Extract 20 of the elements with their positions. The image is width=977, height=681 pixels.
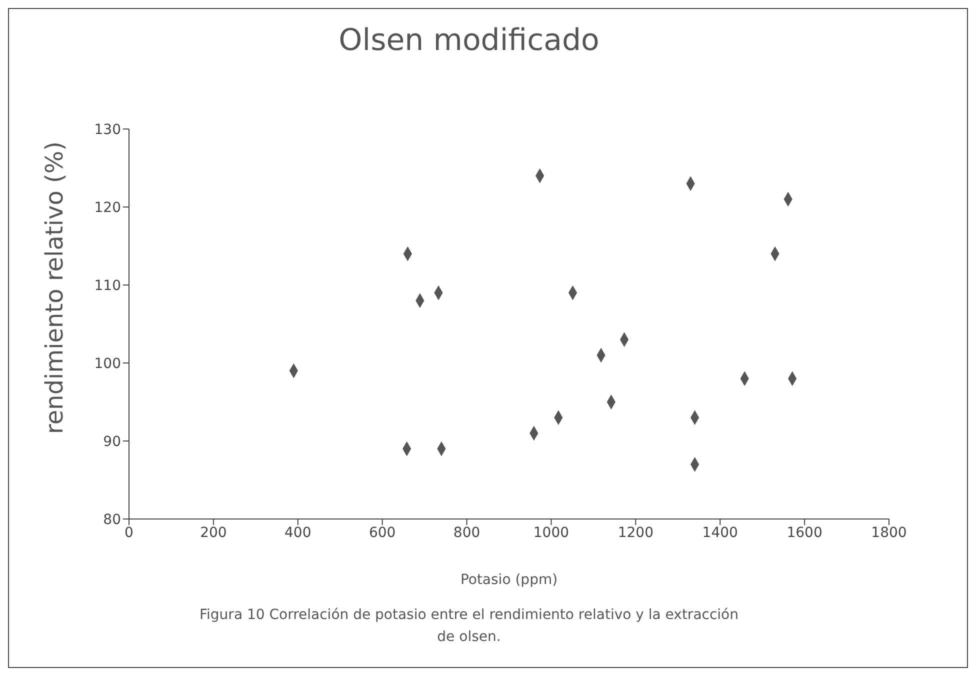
x-tick-label: 1200 <box>618 524 654 541</box>
x-tick-label: 1000 <box>533 524 570 541</box>
y-axis-title: rendimiento relativo (%) <box>40 141 69 434</box>
x-tick-label: 400 <box>284 524 312 541</box>
text: Figura 10 Correlación de potasio entre el rendimiento relativo y la extracción de olsen. <box>198 606 740 647</box>
x-tick-label: 1400 <box>702 524 738 541</box>
y-tick-label: 120 <box>94 200 121 216</box>
x-tick-label: 200 <box>200 524 227 541</box>
y-tick-label: 100 <box>94 356 121 372</box>
x-axis-title: Potasio (ppm) <box>460 572 558 588</box>
x-tick-label: 800 <box>453 524 480 541</box>
x-tick-label: 0 <box>124 524 134 541</box>
y-tick-label: 90 <box>103 434 121 450</box>
y-tick-label: 110 <box>94 278 121 294</box>
y-tick-label: 130 <box>94 122 121 138</box>
x-tick-label: 1600 <box>786 524 822 541</box>
y-tick-label: 80 <box>103 512 121 528</box>
x-tick-label: 1800 <box>871 524 907 541</box>
x-tick-label: 600 <box>368 524 396 541</box>
chart-title: Olsen modificado <box>338 23 600 58</box>
